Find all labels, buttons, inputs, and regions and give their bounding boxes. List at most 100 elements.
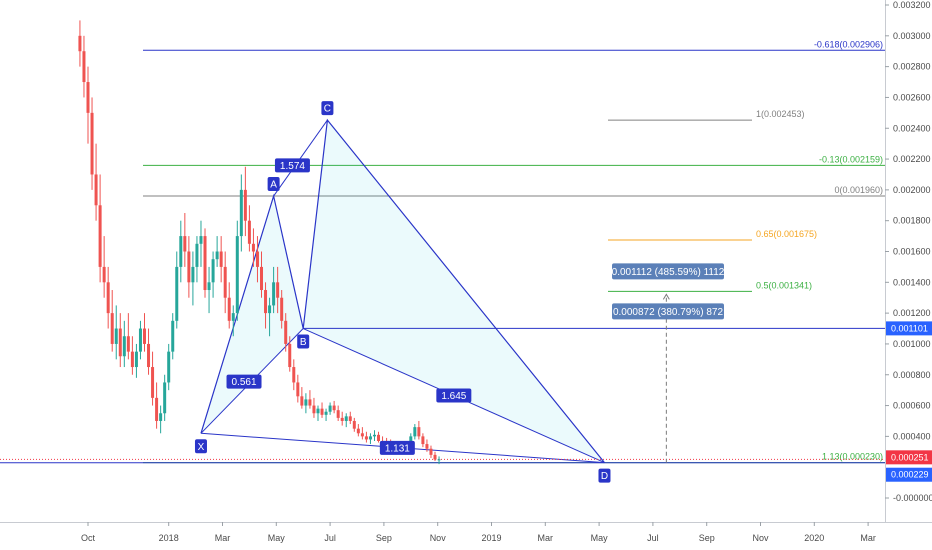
candle-body: [171, 320, 175, 352]
fib-level-label: -0.13(0.002159): [819, 154, 883, 164]
price-tick-label: 0.002000: [893, 185, 931, 195]
candle-body: [195, 243, 199, 267]
harmonic-pattern: [0, 118, 885, 464]
candle-body: [227, 297, 231, 321]
candle-body: [167, 351, 171, 383]
candle-body: [425, 444, 429, 449]
candle-body: [260, 266, 264, 291]
pattern-point-label: C: [324, 104, 331, 115]
candle-body: [130, 351, 134, 368]
pattern-point-badge[interactable]: [598, 468, 611, 483]
candle-body: [429, 448, 433, 455]
price-tag: [886, 467, 932, 482]
time-tick-label: 2019: [481, 533, 501, 543]
price-tick-label: 0.000800: [893, 370, 931, 380]
price-tag: [886, 321, 932, 336]
time-tick-label: May: [591, 533, 609, 543]
candle-body: [377, 434, 381, 441]
candle-body: [151, 367, 155, 398]
candle-body: [352, 420, 356, 429]
time-tick-label: Nov: [430, 533, 447, 543]
measure-label-box: [612, 303, 724, 320]
ratio-label: 1.574: [280, 161, 305, 172]
candle-body: [211, 259, 215, 283]
candle-body: [433, 454, 437, 460]
candle-body: [94, 174, 98, 206]
fib-level-label: 0(0.001960): [834, 185, 883, 195]
ratio-badge[interactable]: [379, 440, 415, 455]
candle-body: [300, 396, 304, 406]
candle-body: [98, 205, 102, 267]
price-range-measure: 0.001112 (485.59%) 1112 0.000872 (380.79%…: [612, 263, 725, 463]
price-tag-label: 0.000229: [891, 470, 929, 480]
measure-arrow: [662, 293, 670, 300]
candle-body: [324, 411, 328, 415]
time-tick-label: Oct: [81, 533, 96, 543]
candle-body: [106, 282, 110, 314]
candle-body: [304, 399, 308, 406]
candle-body: [372, 434, 376, 437]
candle-body: [316, 408, 320, 414]
candle-body: [90, 112, 94, 175]
measure-label: 0.000872 (380.79%) 872: [613, 307, 724, 318]
time-tick-label: Sep: [376, 533, 392, 543]
pattern-point-label: X: [198, 442, 205, 453]
price-tick-label: 0.003000: [893, 31, 931, 41]
ratio-badge[interactable]: [226, 374, 262, 389]
candle-body: [243, 189, 247, 221]
ratio-badge[interactable]: [436, 388, 472, 403]
price-tick-label: 0.001200: [893, 308, 931, 318]
time-axis[interactable]: Oct 2018 Mar May Jul Sep Nov 2019 Mar May Jul Sep No…: [81, 522, 876, 543]
candle-body: [344, 416, 348, 421]
candle-body: [223, 266, 227, 298]
price-tick-label: 0.002200: [893, 154, 931, 164]
candle-body: [437, 459, 441, 461]
candle-body: [199, 236, 203, 244]
candle-body: [264, 290, 268, 314]
time-tick-label: 2020: [804, 533, 824, 543]
candle-body: [118, 328, 122, 357]
candle-body: [191, 266, 195, 283]
candle-body: [413, 427, 417, 437]
pattern-point-badge[interactable]: [321, 101, 334, 116]
price-axis[interactable]: 0.003200 0.003000 0.002800 0.002600 0.002400…: [885, 0, 932, 503]
price-tick-label: 0.002600: [893, 92, 931, 102]
candle-body: [272, 282, 276, 306]
candle-body: [126, 336, 130, 352]
pattern-point-badge[interactable]: [267, 177, 280, 192]
candle-body: [122, 336, 126, 357]
candle-body: [219, 251, 223, 267]
candle-body: [142, 328, 146, 344]
ratio-label: 0.561: [232, 377, 257, 388]
time-tick-label: May: [268, 533, 286, 543]
price-tick-label: 0.000400: [893, 431, 931, 441]
ratio-badge[interactable]: [274, 158, 310, 173]
candle-body: [336, 410, 340, 418]
price-tick-label: 0.001800: [893, 216, 931, 226]
candle-body: [356, 428, 360, 434]
pattern-ratio-line[interactable]: [273, 119, 328, 197]
pattern-point-label: A: [270, 180, 277, 191]
candle-body: [147, 343, 151, 368]
time-tick-label: Mar: [538, 533, 554, 543]
candle-body: [179, 236, 183, 267]
price-tick-label: 0.001000: [893, 339, 931, 349]
price-tag: [886, 450, 932, 465]
candle-body: [284, 320, 288, 344]
xab-triangle: [200, 196, 304, 434]
pattern-point-badge[interactable]: [194, 439, 207, 454]
candle-body: [163, 382, 167, 414]
candle-body: [175, 266, 179, 321]
price-tick-label: -0.000000: [893, 493, 932, 503]
price-tag-label: 0.001101: [891, 323, 928, 333]
pattern-labels: X A B C D 1.574 0.561 1.645 1.131: [194, 101, 611, 483]
price-tick-label: 0.000600: [893, 401, 931, 411]
measure-label-box: [612, 263, 724, 280]
time-tick-label: Mar: [860, 533, 876, 543]
candle-body: [215, 251, 219, 260]
candle-body: [203, 236, 207, 291]
pattern-point-badge[interactable]: [297, 334, 310, 349]
candle-body: [207, 282, 211, 291]
price-tag-label: 0.000251: [891, 452, 929, 462]
